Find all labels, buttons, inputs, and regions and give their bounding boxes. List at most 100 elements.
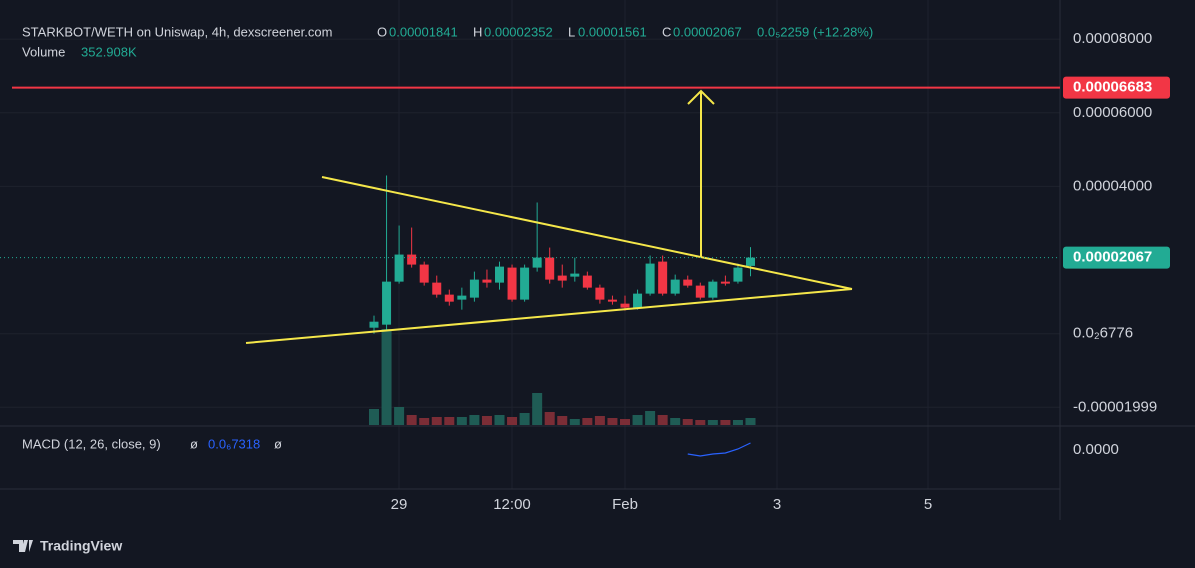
y-tick-label: 0.00008000 bbox=[1073, 30, 1152, 47]
candle-body bbox=[482, 279, 492, 283]
volume-bar bbox=[381, 329, 392, 425]
candle-body bbox=[419, 264, 429, 283]
overlay: 0.00006683 0.00002067 bbox=[0, 76, 1170, 457]
x-tick-label: 5 bbox=[924, 496, 932, 513]
volume-bar bbox=[645, 411, 656, 425]
x-tick-label: 29 bbox=[391, 496, 408, 513]
candle-body bbox=[444, 294, 454, 302]
volume-bar bbox=[707, 420, 718, 425]
volume-bar bbox=[494, 415, 505, 425]
macd-v1: ø bbox=[190, 436, 198, 451]
volume-bar bbox=[607, 418, 618, 425]
volume-bar bbox=[632, 415, 643, 425]
c-key: C bbox=[662, 24, 671, 39]
candle-body bbox=[520, 267, 530, 300]
candle-body bbox=[607, 299, 617, 302]
y-tick-label: 0.00006000 bbox=[1073, 104, 1152, 121]
volume-bar bbox=[481, 416, 492, 425]
volume-bar bbox=[732, 420, 743, 425]
volume-bar bbox=[720, 420, 731, 425]
trend-line bbox=[321, 176, 853, 290]
candle-body bbox=[633, 293, 643, 308]
candle-body bbox=[570, 273, 580, 277]
candle-body bbox=[407, 254, 417, 265]
candle-body bbox=[582, 275, 592, 288]
h-value: 0.00002352 bbox=[484, 24, 553, 39]
x-tick-label: Feb bbox=[612, 496, 638, 513]
volume-bar bbox=[532, 393, 543, 425]
candle-body bbox=[645, 263, 655, 294]
volume-bar bbox=[519, 413, 530, 425]
symbol: STARKBOT/WETH on Uniswap, 4h, dexscreene… bbox=[22, 24, 332, 39]
volume-bar bbox=[682, 419, 693, 425]
candles bbox=[369, 175, 755, 334]
volume-bar bbox=[507, 417, 518, 425]
last-price-label: 0.00002067 bbox=[1073, 249, 1152, 266]
candle-body bbox=[658, 261, 668, 294]
candle-body bbox=[432, 282, 442, 295]
volume-bar bbox=[369, 409, 379, 425]
volume-bar bbox=[582, 418, 593, 425]
candle-body bbox=[733, 267, 743, 282]
l-key: L bbox=[568, 24, 575, 39]
macd-name: MACD (12, 26, close, 9) bbox=[22, 436, 161, 451]
candle-body bbox=[557, 275, 567, 281]
volume-bar bbox=[557, 416, 568, 425]
volume-bar bbox=[406, 415, 417, 425]
macd-v2: 0.0₆7318 bbox=[208, 436, 260, 451]
y-tick-label: 0.0₂6776 bbox=[1073, 325, 1133, 342]
volume-bar bbox=[695, 420, 706, 425]
candle-body bbox=[545, 257, 555, 280]
candle-body bbox=[695, 285, 705, 298]
candle-body bbox=[469, 279, 479, 298]
last-price-bg bbox=[1063, 246, 1170, 269]
candle-body bbox=[683, 279, 693, 286]
volume-bar bbox=[594, 416, 605, 425]
y-tick-label: -0.00001999 bbox=[1073, 398, 1157, 415]
x-tick-label: 3 bbox=[773, 496, 781, 513]
volume-key: Volume bbox=[22, 44, 65, 59]
candle-body bbox=[670, 279, 680, 294]
logo-icon bbox=[13, 540, 33, 552]
candle-body bbox=[507, 267, 517, 300]
candle-body bbox=[457, 295, 467, 300]
candle-body bbox=[746, 257, 755, 266]
volume-bar bbox=[544, 412, 555, 425]
change: 0.0₅2259 (+12.28%) bbox=[757, 24, 873, 39]
volume-bar bbox=[419, 418, 430, 425]
candle-body bbox=[532, 257, 542, 268]
volume-bar bbox=[469, 415, 480, 425]
h-key: H bbox=[473, 24, 482, 39]
macd-tick-label: 0.0000 bbox=[1073, 441, 1119, 458]
volume bbox=[369, 329, 756, 425]
volume-bar bbox=[456, 417, 467, 425]
level-label: 0.00006683 bbox=[1073, 79, 1152, 96]
c-value: 0.00002067 bbox=[673, 24, 742, 39]
macd-v3: ø bbox=[274, 436, 282, 451]
o-key: O bbox=[377, 24, 387, 39]
drawings bbox=[245, 89, 853, 344]
o-value: 0.00001841 bbox=[389, 24, 458, 39]
macd-line bbox=[687, 442, 751, 457]
candle-body bbox=[495, 266, 504, 283]
volume-value: 352.908K bbox=[81, 44, 137, 59]
logo: TradingView bbox=[13, 538, 122, 554]
volume-bar bbox=[394, 407, 405, 425]
level-label-bg bbox=[1063, 76, 1170, 99]
candle-body bbox=[382, 281, 392, 325]
x-tick-label: 12:00 bbox=[493, 496, 531, 513]
candle-body bbox=[394, 254, 404, 282]
brand: TradingView bbox=[40, 538, 122, 554]
candle-body bbox=[369, 321, 379, 328]
candle-body bbox=[620, 303, 630, 308]
volume-bar bbox=[657, 415, 668, 425]
candle-body bbox=[708, 281, 718, 298]
candle-body bbox=[595, 287, 605, 300]
arrow-head bbox=[687, 89, 715, 105]
volume-bar bbox=[620, 419, 630, 425]
y-tick-label: 0.00004000 bbox=[1073, 177, 1152, 194]
volume-bar bbox=[569, 419, 580, 425]
volume-bar bbox=[444, 417, 455, 425]
volume-bar bbox=[431, 417, 442, 425]
